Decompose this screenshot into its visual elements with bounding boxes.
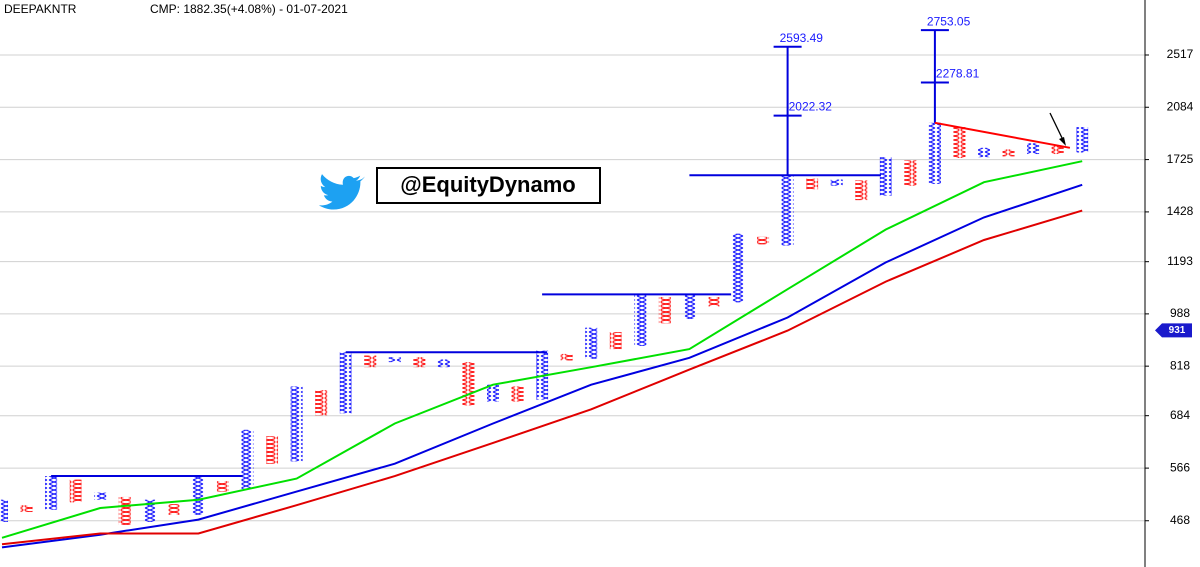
y-tick-label: 988 <box>1170 306 1190 320</box>
x-column <box>683 294 696 319</box>
symbol: DEEPAKNTR <box>4 2 77 16</box>
x-column <box>0 499 8 522</box>
moving-average <box>1 209 1083 546</box>
x-column <box>241 429 254 489</box>
o-column <box>1051 145 1064 155</box>
x-column <box>1027 143 1040 155</box>
o-column <box>1002 149 1015 157</box>
o-column <box>855 180 868 201</box>
arrow <box>1049 112 1065 143</box>
o-column <box>806 178 819 190</box>
x-column <box>388 357 401 363</box>
y-tick-label: 1193 <box>1167 254 1193 268</box>
o-column <box>216 481 229 492</box>
o-column <box>609 332 622 350</box>
y-tick-label: 2517 <box>1167 47 1194 61</box>
y-tick-label: 818 <box>1170 358 1190 372</box>
o-column <box>658 297 671 324</box>
x-column <box>339 352 352 414</box>
y-tick-label: 684 <box>1170 408 1190 422</box>
o-column <box>904 160 917 186</box>
o-column <box>462 362 475 406</box>
target-label: 2278.81 <box>936 67 980 81</box>
o-column <box>315 390 328 416</box>
plot-area: 2022.32 2593.49 2278.81 2753.05 <box>0 14 1089 549</box>
x-column <box>45 476 58 510</box>
x-column <box>978 147 990 158</box>
o-column <box>118 496 131 525</box>
x-column <box>290 386 303 462</box>
x-column <box>634 294 647 346</box>
moving-average <box>1 183 1083 549</box>
target-label: 2753.05 <box>927 14 971 28</box>
o-column <box>707 297 720 307</box>
y-tick-label: 468 <box>1170 513 1190 527</box>
trendline <box>934 121 1071 149</box>
o-column <box>364 355 377 368</box>
x-column <box>487 384 499 402</box>
x-column <box>143 499 156 522</box>
o-column <box>69 479 82 503</box>
o-column <box>757 236 770 245</box>
x-column <box>830 179 843 186</box>
o-column <box>560 353 573 361</box>
twitter-logo <box>318 174 365 210</box>
o-column <box>20 505 33 513</box>
o-column <box>266 436 279 464</box>
x-column <box>732 233 745 303</box>
target-label: 2022.32 <box>789 100 833 114</box>
x-column <box>192 476 205 515</box>
subtitle: CMP: 1882.35(+4.08%) - 01-07-2021 <box>150 2 348 16</box>
y-tick-label: 1428 <box>1167 204 1194 218</box>
moving-average <box>1 160 1083 539</box>
last-price-tag <box>1155 323 1192 338</box>
y-tick-label: 566 <box>1170 460 1190 474</box>
o-column <box>413 357 426 368</box>
o-column <box>953 127 966 158</box>
x-column <box>437 359 450 368</box>
y-tick-label: 1725 <box>1167 152 1194 166</box>
x-column <box>585 327 598 359</box>
last-price-label: 931 <box>1169 325 1186 336</box>
x-column <box>94 492 107 500</box>
watermark-box <box>376 167 601 204</box>
watermark: @EquityDynamo <box>400 172 575 197</box>
x-column <box>781 175 794 246</box>
grid <box>0 54 1145 522</box>
target-label: 2593.49 <box>780 31 824 45</box>
y-tick-label: 2084 <box>1167 99 1194 113</box>
o-column <box>511 386 524 402</box>
x-column <box>928 122 941 184</box>
x-column <box>1076 127 1089 153</box>
x-column <box>879 157 892 196</box>
o-column <box>167 504 180 515</box>
arrow-head <box>1059 137 1066 146</box>
